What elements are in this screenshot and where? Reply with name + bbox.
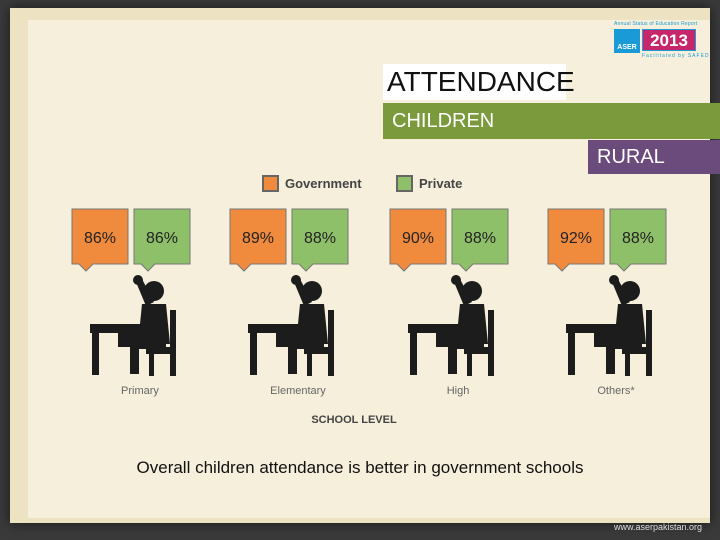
- chair-seat: [464, 347, 494, 354]
- student-thigh: [448, 340, 484, 349]
- chair-leg: [625, 354, 630, 376]
- callout-value-label: 88%: [622, 230, 654, 247]
- legend-government-label: Government: [285, 175, 362, 191]
- category-label-2: High: [447, 385, 470, 397]
- subtitle-bar: CHILDREN: [383, 103, 720, 139]
- desk-top: [408, 324, 458, 333]
- logo-year: 2013: [642, 29, 696, 51]
- student-thigh: [130, 340, 166, 349]
- callout-value-label: 86%: [146, 230, 178, 247]
- value-callout-government-3: 92%: [547, 208, 605, 272]
- callout-shape: [133, 208, 191, 272]
- website-url: www.aserpakistan.org: [614, 522, 703, 532]
- student-raised-arm: [612, 279, 630, 306]
- student-desk-icon-2: [408, 275, 494, 376]
- logo-facilitated: Facilitated by SAFED: [642, 53, 710, 59]
- student-shin: [288, 340, 297, 374]
- legend-private-label: Private: [419, 175, 463, 191]
- value-callout-private-2: 88%: [451, 208, 509, 272]
- value-callout-government-0: 86%: [71, 208, 129, 272]
- chair-rail: [476, 312, 481, 348]
- student-hand: [609, 275, 619, 285]
- desk-top: [566, 324, 616, 333]
- chair-rail: [316, 312, 321, 348]
- student-shin: [130, 340, 139, 374]
- chart-caption: Overall children attendance is better in…: [136, 458, 584, 477]
- legend-private: Private: [396, 172, 462, 194]
- student-raised-arm: [454, 279, 472, 306]
- callout-value-label: 88%: [304, 230, 336, 247]
- student-raised-arm: [136, 279, 154, 306]
- desk-top: [248, 324, 298, 333]
- page-title: ATTENDANCE: [383, 64, 575, 100]
- value-callout-private-1: 88%: [291, 208, 349, 272]
- student-torso: [296, 304, 328, 344]
- logo-aser-mark: ASER: [614, 29, 640, 53]
- chair-back: [170, 310, 176, 376]
- student-thigh: [288, 340, 324, 349]
- value-callout-government-1: 89%: [229, 208, 287, 272]
- student-desk-icon-1: [248, 275, 334, 376]
- callout-value-label: 89%: [242, 230, 274, 247]
- chair-back: [488, 310, 494, 376]
- chair-rail: [158, 312, 163, 348]
- chair-back: [646, 310, 652, 376]
- desk-leg: [250, 333, 257, 375]
- callout-value-label: 88%: [464, 230, 496, 247]
- student-thigh: [606, 340, 642, 349]
- area-bar: RURAL: [588, 140, 720, 174]
- callout-shape: [451, 208, 509, 272]
- category-label-3: Others*: [597, 385, 635, 397]
- chair-rail: [634, 312, 639, 348]
- chair-leg: [467, 354, 472, 376]
- student-torso: [138, 304, 170, 344]
- value-callout-private-3: 88%: [609, 208, 667, 272]
- callout-value-label: 90%: [402, 230, 434, 247]
- chair-seat: [146, 347, 176, 354]
- student-hand: [133, 275, 143, 285]
- legend-government-swatch: [262, 174, 279, 192]
- callout-shape: [291, 208, 349, 272]
- callout-shape: [71, 208, 129, 272]
- aser-logo: Annual Status of Education Report ASER 2…: [612, 20, 709, 62]
- student-raised-arm: [294, 279, 312, 306]
- legend-government: Government: [262, 172, 362, 194]
- student-torso: [614, 304, 646, 344]
- logo-small-text: Annual Status of Education Report: [614, 21, 698, 27]
- desk-leg: [410, 333, 417, 375]
- callout-value-label: 92%: [560, 230, 592, 247]
- category-label-1: Elementary: [270, 385, 326, 397]
- desk-leg: [92, 333, 99, 375]
- callout-shape: [547, 208, 605, 272]
- student-desk-icon-0: [90, 275, 176, 376]
- student-shin: [448, 340, 457, 374]
- student-hand: [451, 275, 461, 285]
- chair-seat: [622, 347, 652, 354]
- x-axis-label: SCHOOL LEVEL: [311, 414, 397, 426]
- value-callout-government-2: 90%: [389, 208, 447, 272]
- chair-seat: [304, 347, 334, 354]
- student-hand: [291, 275, 301, 285]
- desk-top: [90, 324, 140, 333]
- chair-leg: [149, 354, 154, 376]
- callout-shape: [609, 208, 667, 272]
- category-label-0: Primary: [121, 385, 159, 397]
- value-callout-private-0: 86%: [133, 208, 191, 272]
- callout-shape: [389, 208, 447, 272]
- chair-back: [328, 310, 334, 376]
- legend-private-swatch: [396, 174, 413, 192]
- student-shin: [606, 340, 615, 374]
- student-torso: [456, 304, 488, 344]
- student-desk-icon-3: [566, 275, 652, 376]
- chair-leg: [307, 354, 312, 376]
- desk-leg: [568, 333, 575, 375]
- callout-value-label: 86%: [84, 230, 116, 247]
- callout-shape: [229, 208, 287, 272]
